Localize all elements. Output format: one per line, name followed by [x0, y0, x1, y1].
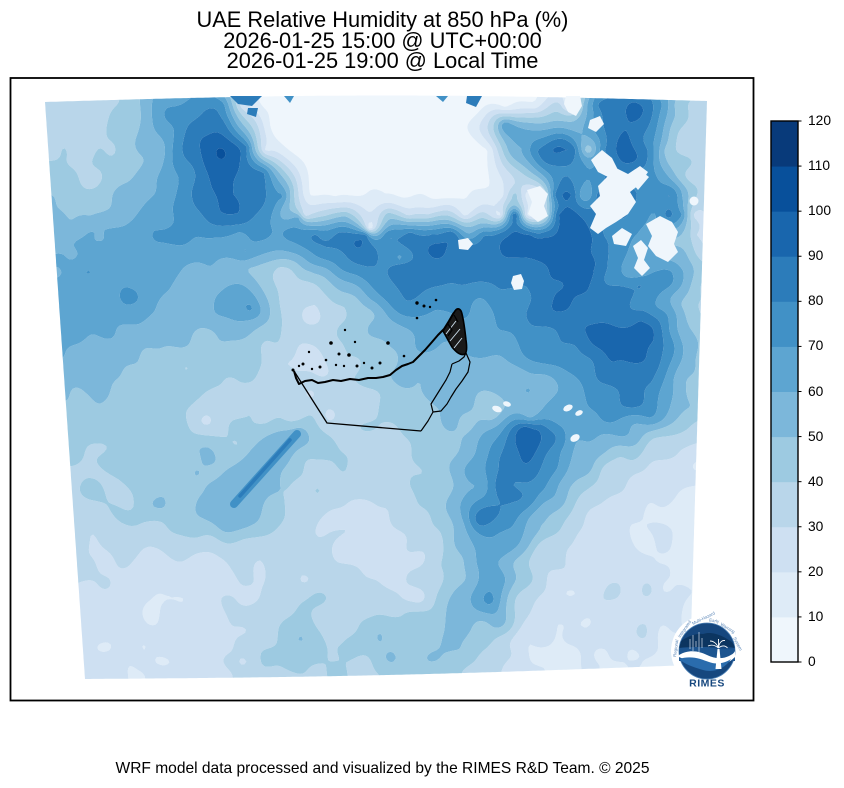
svg-text:Regional: Regional [672, 639, 679, 657]
svg-text:System: System [732, 636, 743, 652]
svg-text:Early: Early [709, 618, 720, 624]
svg-text:RIMES: RIMES [689, 678, 725, 690]
